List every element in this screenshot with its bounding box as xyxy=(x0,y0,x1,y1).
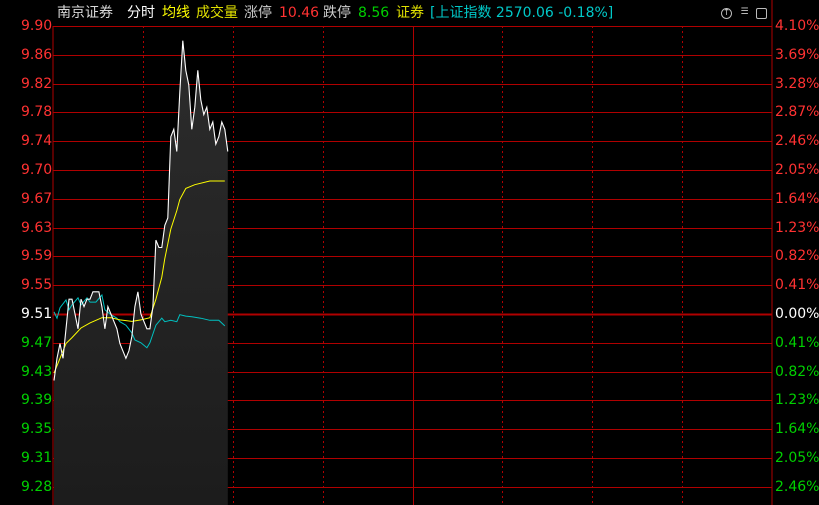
mode-timeshare[interactable]: 分时 xyxy=(127,5,155,21)
stock-name: 南京证券 xyxy=(57,5,113,21)
y-right-tick: 0.00% xyxy=(775,305,819,322)
limit-down-label: 跌停 xyxy=(323,5,351,21)
limit-up-value: 10.46 xyxy=(279,5,320,21)
y-right-tick: 3.69% xyxy=(775,46,819,63)
y-right-tick: 0.82% xyxy=(775,247,819,264)
y-right-tick: 1.23% xyxy=(775,391,819,408)
price-area-fill xyxy=(54,40,228,505)
avg-price-line xyxy=(53,180,225,374)
y-left-tick: 9.90 xyxy=(21,17,53,34)
y-right-tick: 3.28% xyxy=(775,75,819,92)
y-left-tick: 9.47 xyxy=(21,334,53,351)
limit-up-label: 涨停 xyxy=(244,5,272,21)
y-left-tick: 9.28 xyxy=(21,478,53,495)
y-left-tick: 9.86 xyxy=(21,46,53,63)
y-right-tick: 1.64% xyxy=(775,190,819,207)
y-left-tick: 9.78 xyxy=(21,103,53,120)
up-arrow-circle-icon[interactable]: ↑ xyxy=(721,8,732,19)
avg-line-toggle[interactable]: 均线 xyxy=(162,5,190,21)
y-right-tick: 1.64% xyxy=(775,420,819,437)
chart-header: 南京证券 分时 均线 成交量 涨停 10.46 跌停 8.56 证券 [上证指数… xyxy=(0,0,819,26)
limit-down-value: 8.56 xyxy=(358,5,390,21)
index-line xyxy=(53,293,226,349)
y-left-tick: 9.43 xyxy=(21,363,53,380)
y-left-tick: 9.59 xyxy=(21,247,53,264)
y-left-tick: 9.74 xyxy=(21,132,53,149)
y-right-tick: 2.46% xyxy=(775,132,819,149)
index-info[interactable]: [上证指数 2570.06 -0.18%] xyxy=(430,5,614,21)
y-right-tick: 0.41% xyxy=(775,276,819,293)
y-right-tick: 0.82% xyxy=(775,363,819,380)
y-left-tick: 9.67 xyxy=(21,190,53,207)
y-right-tick: 0.41% xyxy=(775,334,819,351)
y-left-tick: 9.63 xyxy=(21,219,53,236)
y-right-tick: 2.05% xyxy=(775,161,819,178)
price-line xyxy=(53,40,229,381)
y-left-tick: 9.31 xyxy=(21,449,53,466)
y-right-tick: 2.87% xyxy=(775,103,819,120)
panel-toggle-icon[interactable] xyxy=(756,8,767,19)
y-right-tick: 1.23% xyxy=(775,219,819,236)
y-left-tick: 9.35 xyxy=(21,420,53,437)
y-right-tick: 2.05% xyxy=(775,449,819,466)
sector-link[interactable]: 证券 xyxy=(396,5,424,21)
menu-icon[interactable]: ☰ xyxy=(740,7,749,17)
y-right-tick: 2.46% xyxy=(775,478,819,495)
y-left-tick: 9.39 xyxy=(21,391,53,408)
y-left-tick: 9.70 xyxy=(21,161,53,178)
volume-toggle[interactable]: 成交量 xyxy=(196,5,238,21)
y-left-tick: 9.55 xyxy=(21,276,53,293)
y-left-tick: 9.51 xyxy=(21,305,53,322)
y-right-tick: 4.10% xyxy=(775,17,819,34)
y-left-tick: 9.82 xyxy=(21,75,53,92)
